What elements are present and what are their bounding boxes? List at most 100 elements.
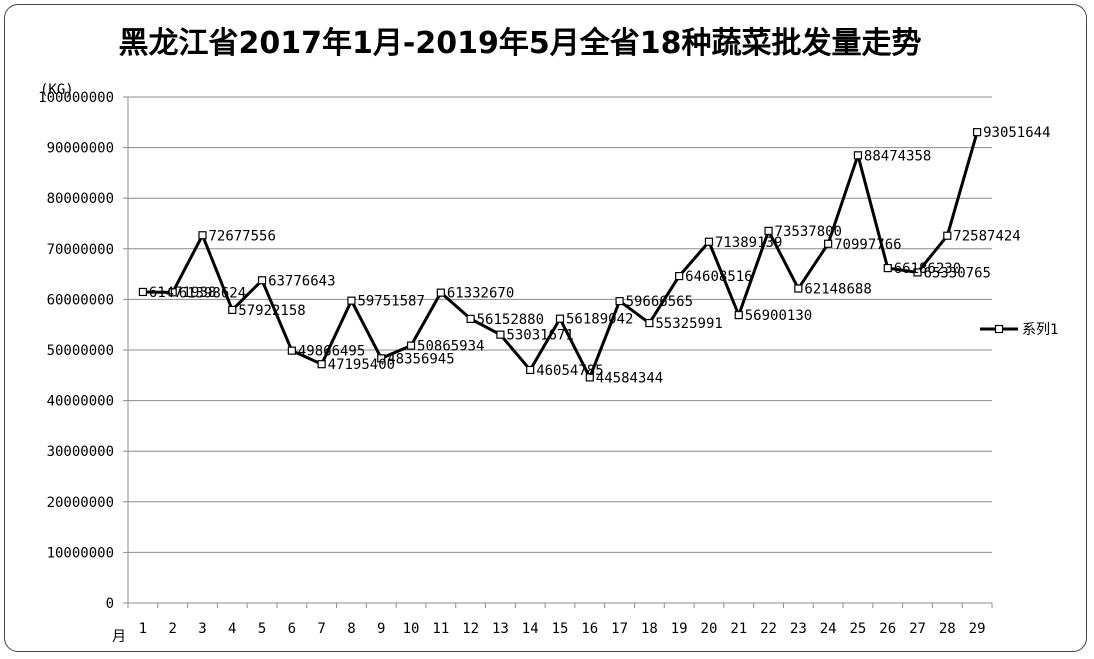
data-label: 49866495 — [298, 344, 365, 360]
y-tick-label: 30000000 — [47, 444, 114, 460]
data-point — [138, 287, 147, 297]
data-point — [704, 237, 714, 246]
chart-frame — [4, 4, 1087, 652]
data-point — [496, 330, 505, 339]
data-label: 59666565 — [626, 294, 693, 310]
data-point — [198, 231, 207, 240]
y-tick-label: 90000000 — [47, 141, 114, 157]
data-point — [228, 305, 237, 315]
x-tick-label: 21 — [730, 621, 747, 637]
x-tick-label: 13 — [492, 621, 509, 637]
y-tick-label: 10000000 — [47, 545, 114, 561]
x-tick-label: 7 — [317, 621, 325, 637]
data-point — [466, 314, 475, 323]
x-tick-label: 6 — [288, 621, 296, 637]
x-tick-label: 17 — [611, 621, 628, 637]
data-point — [615, 296, 624, 306]
data-point — [585, 373, 594, 382]
data-point — [257, 276, 267, 285]
data-label: 61332670 — [447, 286, 514, 302]
x-tick-label: 25 — [850, 621, 867, 637]
x-tick-label: 16 — [581, 621, 598, 637]
x-tick-label: 29 — [969, 621, 986, 637]
data-point — [555, 314, 565, 323]
y-tick-label: 50000000 — [47, 343, 114, 359]
y-tick-label: 20000000 — [47, 495, 114, 511]
x-tick-label: 23 — [790, 621, 807, 637]
x-tick-label: 20 — [701, 621, 718, 637]
data-point — [764, 226, 773, 235]
data-point — [734, 310, 743, 320]
data-point — [645, 318, 654, 328]
data-label: 46054785 — [536, 363, 603, 379]
y-tick-label: 0 — [106, 596, 114, 612]
data-label: 53031671 — [506, 328, 573, 344]
y-tick-label: 60000000 — [47, 292, 114, 308]
x-tick-label: 8 — [347, 621, 355, 637]
legend: 系列1 — [980, 322, 1058, 338]
x-tick-label: 18 — [641, 621, 658, 637]
x-tick-label: 10 — [403, 621, 420, 637]
data-label: 59751587 — [357, 294, 424, 310]
data-point — [347, 296, 356, 305]
data-label: 64608516 — [685, 269, 752, 285]
axes — [123, 96, 993, 608]
x-tick-label: 12 — [462, 621, 479, 637]
legend-marker — [994, 324, 1004, 334]
x-tick-label: 26 — [879, 621, 896, 637]
x-tick-label: 11 — [432, 621, 449, 637]
data-label: 72587424 — [953, 229, 1020, 245]
x-tick-labels: 1 2 3 4 5 6 7 8 9 10 11 12 13 14 15 16 17 18 19 20 21 22 23 24 2… — [139, 621, 986, 637]
data-point — [824, 239, 833, 248]
y-tick-label: 100000000 — [38, 90, 114, 106]
x-tick-label: 22 — [760, 621, 777, 637]
data-point — [883, 263, 892, 273]
data-label: 73537800 — [775, 224, 842, 240]
x-tick-label: 28 — [939, 621, 956, 637]
data-point — [675, 271, 684, 281]
data-point — [853, 151, 863, 160]
data-label: 66186230 — [894, 261, 961, 277]
y-axis-unit: (KG) — [40, 82, 74, 98]
data-point — [287, 346, 296, 355]
data-label: 55325991 — [655, 316, 722, 332]
data-point — [794, 284, 803, 293]
chart-title: 黑龙江省2017年1月-2019年5月全省18种蔬菜批发量走势 — [118, 26, 922, 61]
x-tick-label: 27 — [909, 621, 926, 637]
data-label: 56152880 — [477, 312, 544, 328]
data-point — [317, 360, 326, 369]
y-tick-label: 40000000 — [47, 394, 114, 410]
data-label: 57922158 — [238, 303, 305, 319]
data-label: 65330765 — [924, 265, 991, 281]
x-tick-label: 4 — [228, 621, 236, 637]
data-label: 88474358 — [864, 148, 931, 164]
data-point — [436, 288, 445, 297]
legend-label: 系列1 — [1022, 322, 1058, 338]
data-label: 50865934 — [417, 339, 484, 355]
data-label: 70997766 — [834, 237, 901, 253]
gridlines — [128, 96, 992, 553]
x-tick-label: 9 — [377, 621, 385, 637]
data-label: 44584344 — [596, 370, 663, 386]
x-tick-label: 24 — [820, 621, 837, 637]
data-label: 63776643 — [268, 273, 335, 289]
data-label: 61471938 — [149, 285, 216, 301]
data-label: 56900130 — [745, 308, 812, 324]
data-point — [943, 231, 952, 240]
y-tick-label: 70000000 — [47, 242, 114, 258]
data-label: 56189042 — [566, 312, 633, 328]
data-label: 48356945 — [387, 351, 454, 367]
x-tick-label: 1 — [139, 621, 147, 637]
data-label: 72677556 — [208, 228, 275, 244]
y-tick-labels: 0 10000000 20000000 30000000 40000000 5000000… — [38, 90, 114, 612]
data-point — [913, 268, 922, 277]
data-point — [377, 354, 386, 363]
data-label: 62148688 — [804, 282, 871, 298]
x-tick-label: 2 — [168, 621, 176, 637]
data-label: 47195400 — [328, 357, 395, 373]
data-point — [168, 288, 177, 297]
data-point — [973, 128, 982, 137]
y-tick-label: 80000000 — [47, 191, 114, 207]
